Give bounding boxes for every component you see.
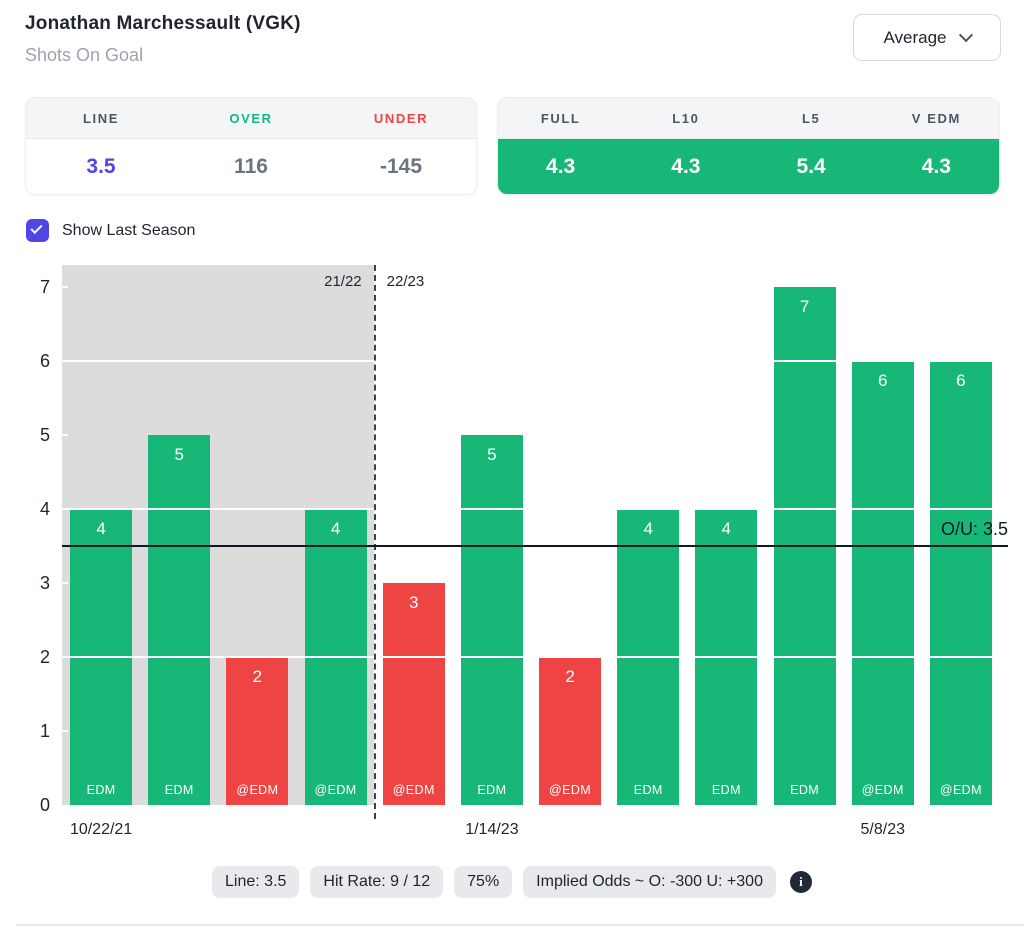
y-axis-minor-tick xyxy=(62,434,68,436)
chart-bar: 6 @EDM xyxy=(851,361,914,805)
summary-badge: Hit Rate: 9 / 12 xyxy=(310,866,444,898)
season-label-last: 21/22 xyxy=(324,272,362,290)
page-title: Jonathan Marchessault (VGK) xyxy=(25,13,301,34)
checkbox-checked-icon[interactable] xyxy=(26,219,49,242)
summary-badge: Implied Odds ~ O: -300 U: +300 xyxy=(523,866,776,898)
y-axis-tick-label: 5 xyxy=(39,425,50,445)
odds-card-value-cell: -145 xyxy=(379,155,423,178)
bar-opponent-label: EDM xyxy=(164,783,194,797)
y-axis-tick-label: 2 xyxy=(39,647,50,667)
averages-card-header: FULL L10 L5 V EDM xyxy=(498,98,999,139)
chart-bar: 6 @EDM xyxy=(929,361,992,805)
bottom-divider xyxy=(16,924,1024,926)
over-under-label: O/U: 3.5 xyxy=(940,519,1008,539)
bar-opponent-label: EDM xyxy=(790,783,820,797)
bar-opponent-label: @EDM xyxy=(236,783,279,797)
checkmark-icon xyxy=(30,221,43,235)
over-under-line xyxy=(62,545,1008,547)
bar-opponent-label: @EDM xyxy=(392,783,435,797)
bar-value-label: 4 xyxy=(330,519,341,538)
shots-on-goal-chart: 0 1 2 3 4 5 6 7 4 EDM 5 EDM 2 @EDM 4 @EDM 3 @EDM 5 EDM 2 @EDM… xyxy=(0,250,1024,850)
bar-value-label: 5 xyxy=(487,445,497,464)
bar-opponent-label: EDM xyxy=(477,783,507,797)
summary-badge: 75% xyxy=(454,866,513,898)
odds-card-header-cell: LINE xyxy=(82,110,119,126)
chart-bar: 3 @EDM xyxy=(382,583,445,805)
bar-opponent-label: @EDM xyxy=(549,783,592,797)
stat-subtitle: Shots On Goal xyxy=(25,45,144,65)
odds-card: LINE OVER UNDER 3.5 116 -145 xyxy=(25,97,477,195)
show-last-season-label: Show Last Season xyxy=(62,221,196,239)
x-axis-date-label: 10/22/21 xyxy=(69,821,133,838)
averages-card-value-cell: 4.3 xyxy=(546,155,576,178)
x-axis-date-label: 1/14/23 xyxy=(465,821,519,838)
odds-card-header: LINE OVER UNDER xyxy=(26,98,476,139)
summary-badge: Line: 3.5 xyxy=(212,866,300,898)
bar-opponent-label: EDM xyxy=(86,783,116,797)
bar-value-label: 6 xyxy=(878,371,888,390)
gridline xyxy=(62,656,1000,658)
average-dropdown[interactable]: Average xyxy=(853,14,1001,61)
bar-value-label: 2 xyxy=(252,667,263,686)
x-axis-date-label: 5/8/23 xyxy=(860,821,905,838)
averages-card-value-cell: 5.4 xyxy=(796,155,826,178)
show-last-season-toggle[interactable]: Show Last Season xyxy=(26,219,195,242)
gridline xyxy=(62,360,1000,362)
averages-card-header-cell: FULL xyxy=(540,110,581,126)
bar-opponent-label: @EDM xyxy=(939,783,982,797)
header: Jonathan Marchessault (VGK) Shots On Goa… xyxy=(25,13,301,66)
bar-opponent-label: @EDM xyxy=(861,783,904,797)
chart-bar: 2 @EDM xyxy=(226,657,289,805)
bar-value-label: 4 xyxy=(643,519,653,538)
chart-bar: 2 @EDM xyxy=(539,657,602,805)
y-axis-minor-tick xyxy=(62,286,68,288)
bar-value-label: 4 xyxy=(96,519,106,538)
odds-card-values: 3.5 116 -145 xyxy=(26,139,476,194)
summary-footer: Line: 3.5 Hit Rate: 9 / 12 75% Implied Odds… xyxy=(0,866,1024,898)
gridline xyxy=(62,508,1000,510)
info-icon[interactable]: i xyxy=(789,871,812,893)
chart-bar: 5 EDM xyxy=(148,435,211,805)
bar-opponent-label: EDM xyxy=(633,783,663,797)
season-divider-line xyxy=(373,264,376,819)
odds-card-header-cell: UNDER xyxy=(373,110,429,126)
odds-card-value-cell: 116 xyxy=(234,155,268,178)
y-axis-tick-label: 4 xyxy=(39,499,50,519)
averages-card-values: 4.3 4.3 5.4 4.3 xyxy=(498,139,999,194)
y-axis-tick-label: 6 xyxy=(39,351,50,371)
averages-card-value-cell: 4.3 xyxy=(921,155,951,178)
averages-card: FULL L10 L5 V EDM 4.3 4.3 5.4 4.3 xyxy=(497,97,1000,195)
bar-value-label: 2 xyxy=(565,667,575,686)
bar-value-label: 6 xyxy=(956,371,966,390)
bar-opponent-label: EDM xyxy=(711,783,741,797)
averages-card-value-cell: 4.3 xyxy=(671,155,701,178)
y-axis-minor-tick xyxy=(62,582,68,584)
bar-value-label: 5 xyxy=(174,445,184,464)
chevron-down-icon xyxy=(958,27,973,42)
average-dropdown-value: Average xyxy=(883,27,947,47)
bar-value-label: 4 xyxy=(721,519,732,538)
averages-card-header-cell: L10 xyxy=(672,110,700,126)
y-axis-tick-label: 3 xyxy=(39,573,50,593)
y-axis-tick-label: 0 xyxy=(39,795,50,815)
chart-bar: 5 EDM xyxy=(460,435,523,805)
averages-card-header-cell: V EDM xyxy=(911,110,961,126)
season-label-current: 22/23 xyxy=(386,272,425,290)
bar-opponent-label: @EDM xyxy=(314,783,357,797)
averages-card-header-cell: L5 xyxy=(801,110,821,126)
y-axis-minor-tick xyxy=(62,730,68,732)
bar-value-label: 3 xyxy=(409,593,419,612)
odds-card-header-cell: OVER xyxy=(229,110,273,126)
odds-card-value-cell: 3.5 xyxy=(86,155,116,178)
y-axis-tick-label: 7 xyxy=(39,277,50,297)
y-axis-tick-label: 1 xyxy=(39,721,50,741)
bar-value-label: 7 xyxy=(799,297,810,316)
